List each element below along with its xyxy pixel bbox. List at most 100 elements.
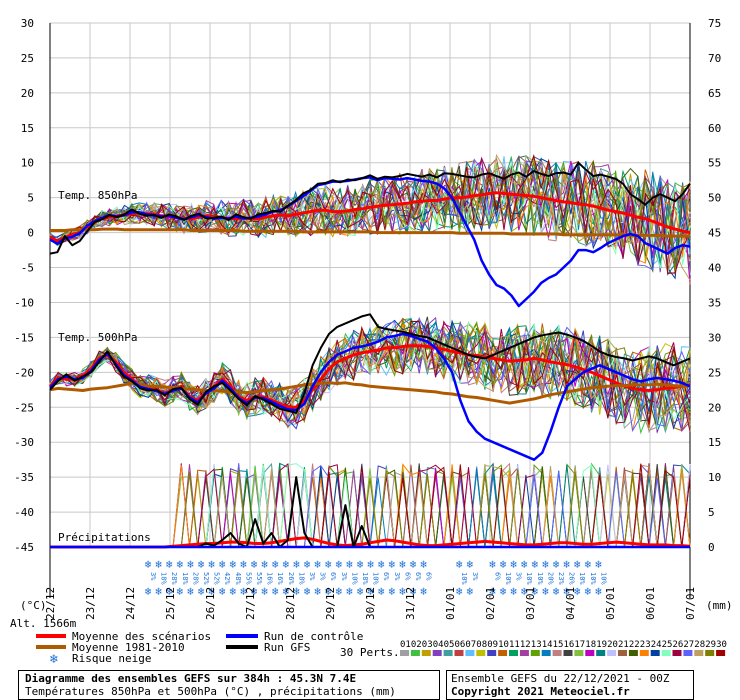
snow-flake-bottom: ❄ bbox=[510, 585, 517, 598]
y-left-tick: 20 bbox=[21, 87, 34, 100]
member-legend-swatch bbox=[519, 650, 529, 656]
snow-risk-label: 3% bbox=[515, 572, 523, 581]
y-right-tick: 65 bbox=[708, 87, 721, 100]
snow-risk-label: 10% bbox=[372, 572, 380, 585]
snow-flake-bottom: ❄ bbox=[335, 585, 342, 598]
y-right-tick: 20 bbox=[708, 401, 721, 414]
y-right-tick: 40 bbox=[708, 262, 721, 275]
snow-flake-top: ❄ bbox=[456, 558, 463, 571]
member-legend-swatch bbox=[509, 650, 518, 656]
snow-flake-top: ❄ bbox=[584, 558, 591, 571]
member-legend-swatch bbox=[694, 650, 704, 656]
snow-flake-top: ❄ bbox=[595, 558, 602, 571]
snow-flake-bottom: ❄ bbox=[563, 585, 570, 598]
member-legend-label: 17 bbox=[574, 640, 585, 650]
snow-flake-top: ❄ bbox=[574, 558, 581, 571]
snow-flake-top: ❄ bbox=[240, 558, 247, 571]
legend-mean: Moyenne des scénarios bbox=[72, 630, 211, 643]
snow-risk-label: 3% bbox=[471, 572, 479, 581]
snow-flake-bottom: ❄ bbox=[456, 585, 463, 598]
member-legend-label: 03 bbox=[422, 640, 433, 650]
member-color-legend: 01 02 03 04 05 06 07 08 09 10 11 12 13 14 15 16 17 18 19 20… bbox=[400, 640, 727, 656]
y-right-tick: 60 bbox=[708, 122, 721, 135]
snow-risk-label: 42% bbox=[223, 572, 231, 585]
snow-flake-top: ❄ bbox=[176, 558, 183, 571]
snow-flake-top: ❄ bbox=[346, 558, 353, 571]
member-legend-label: 13 bbox=[531, 640, 542, 650]
snow-flake-bottom: ❄ bbox=[500, 585, 507, 598]
snow-flake-top: ❄ bbox=[293, 558, 300, 571]
y-right-tick: 75 bbox=[708, 17, 721, 30]
snow-flake-top: ❄ bbox=[304, 558, 311, 571]
y-left-tick: -45 bbox=[14, 541, 34, 554]
member-legend-label: 08 bbox=[476, 640, 487, 650]
member-legend-label: 24 bbox=[651, 640, 662, 650]
snow-flake-bottom: ❄ bbox=[304, 585, 311, 598]
snow-flake-top: ❄ bbox=[261, 558, 268, 571]
snow-risk-label: 26% bbox=[568, 572, 576, 585]
snow-risk-label: 48% bbox=[234, 572, 242, 585]
member-line-500 bbox=[49, 316, 691, 423]
x-tick: 06/01 bbox=[644, 587, 657, 620]
member-legend-swatch bbox=[607, 650, 617, 656]
x-tick: 29/12 bbox=[324, 587, 337, 620]
member-legend-label: 14 bbox=[542, 640, 553, 650]
member-legend-swatch bbox=[410, 650, 420, 656]
member-legend-swatch bbox=[683, 650, 693, 656]
snow-flake-top: ❄ bbox=[563, 558, 570, 571]
snow-risk-label: 18% bbox=[361, 572, 369, 585]
snow-risk-label: 10% bbox=[578, 572, 586, 585]
snow-flake-bottom: ❄ bbox=[187, 585, 194, 598]
snow-flake-top: ❄ bbox=[420, 558, 427, 571]
snow-flake-bottom: ❄ bbox=[272, 585, 279, 598]
snow-flake-bottom: ❄ bbox=[574, 585, 581, 598]
snow-flake-bottom: ❄ bbox=[388, 585, 395, 598]
snow-flake-bottom: ❄ bbox=[367, 585, 374, 598]
member-legend-label: 02 bbox=[411, 640, 422, 650]
y-right-tick: 55 bbox=[708, 157, 721, 170]
snow-flake-bottom: ❄ bbox=[420, 585, 427, 598]
member-legend-swatch bbox=[400, 650, 409, 656]
snow-risk-label: 18% bbox=[297, 572, 305, 585]
y-left-unit: (°C) bbox=[20, 599, 47, 612]
snow-flake-top: ❄ bbox=[198, 558, 205, 571]
snow-flake-bottom: ❄ bbox=[399, 585, 406, 598]
snow-flake-top: ❄ bbox=[521, 558, 528, 571]
snow-flake-bottom: ❄ bbox=[282, 585, 289, 598]
member-legend-label: 19 bbox=[596, 640, 607, 650]
snow-risk-label: 26% bbox=[287, 572, 295, 585]
snow-risk-label: 10% bbox=[504, 572, 512, 585]
snow-flake-top: ❄ bbox=[155, 558, 162, 571]
member-legend-label: 29 bbox=[705, 640, 716, 650]
snow-flake-bottom: ❄ bbox=[251, 585, 258, 598]
snow-risk-label: 55% bbox=[244, 572, 252, 585]
x-tick: 24/12 bbox=[124, 587, 137, 620]
member-legend-swatch bbox=[454, 650, 464, 656]
y-right-tick: 30 bbox=[708, 331, 721, 344]
snow-risk-label: 55% bbox=[255, 572, 263, 585]
y-right-tick: 25 bbox=[708, 366, 721, 379]
snow-flake-top: ❄ bbox=[489, 558, 496, 571]
y-right-tick: 10 bbox=[708, 471, 721, 484]
snow-risk-label: 3% bbox=[340, 572, 348, 581]
y-left-tick: -15 bbox=[14, 331, 34, 344]
series-line-1 bbox=[50, 227, 690, 238]
snowflake-icon: ❄ bbox=[49, 652, 58, 667]
snow-flake-bottom: ❄ bbox=[325, 585, 332, 598]
x-tick: 02/01 bbox=[484, 587, 497, 620]
snow-risk-label: 6% bbox=[493, 572, 501, 581]
member-legend-swatch bbox=[443, 650, 453, 656]
y-left-tick: 15 bbox=[21, 122, 34, 135]
member-legend-swatch bbox=[498, 650, 508, 656]
snow-risk-label: 6% bbox=[403, 572, 411, 581]
y-right-unit: (mm) bbox=[706, 599, 733, 612]
legend-control: Run de contrôle bbox=[264, 630, 363, 643]
snow-risk-label: 28% bbox=[191, 572, 199, 585]
snow-risk-label: 28% bbox=[170, 572, 178, 585]
snow-flake-bottom: ❄ bbox=[521, 585, 528, 598]
y-left-tick: 10 bbox=[21, 157, 34, 170]
member-legend-swatch bbox=[530, 650, 540, 656]
y-left-tick: -35 bbox=[14, 471, 34, 484]
y-axis-left-ticks: 30 25 20 15 10 5 0 -5 -10 -15 -20 -25 -30 -35 -40 -45 bbox=[14, 17, 34, 554]
